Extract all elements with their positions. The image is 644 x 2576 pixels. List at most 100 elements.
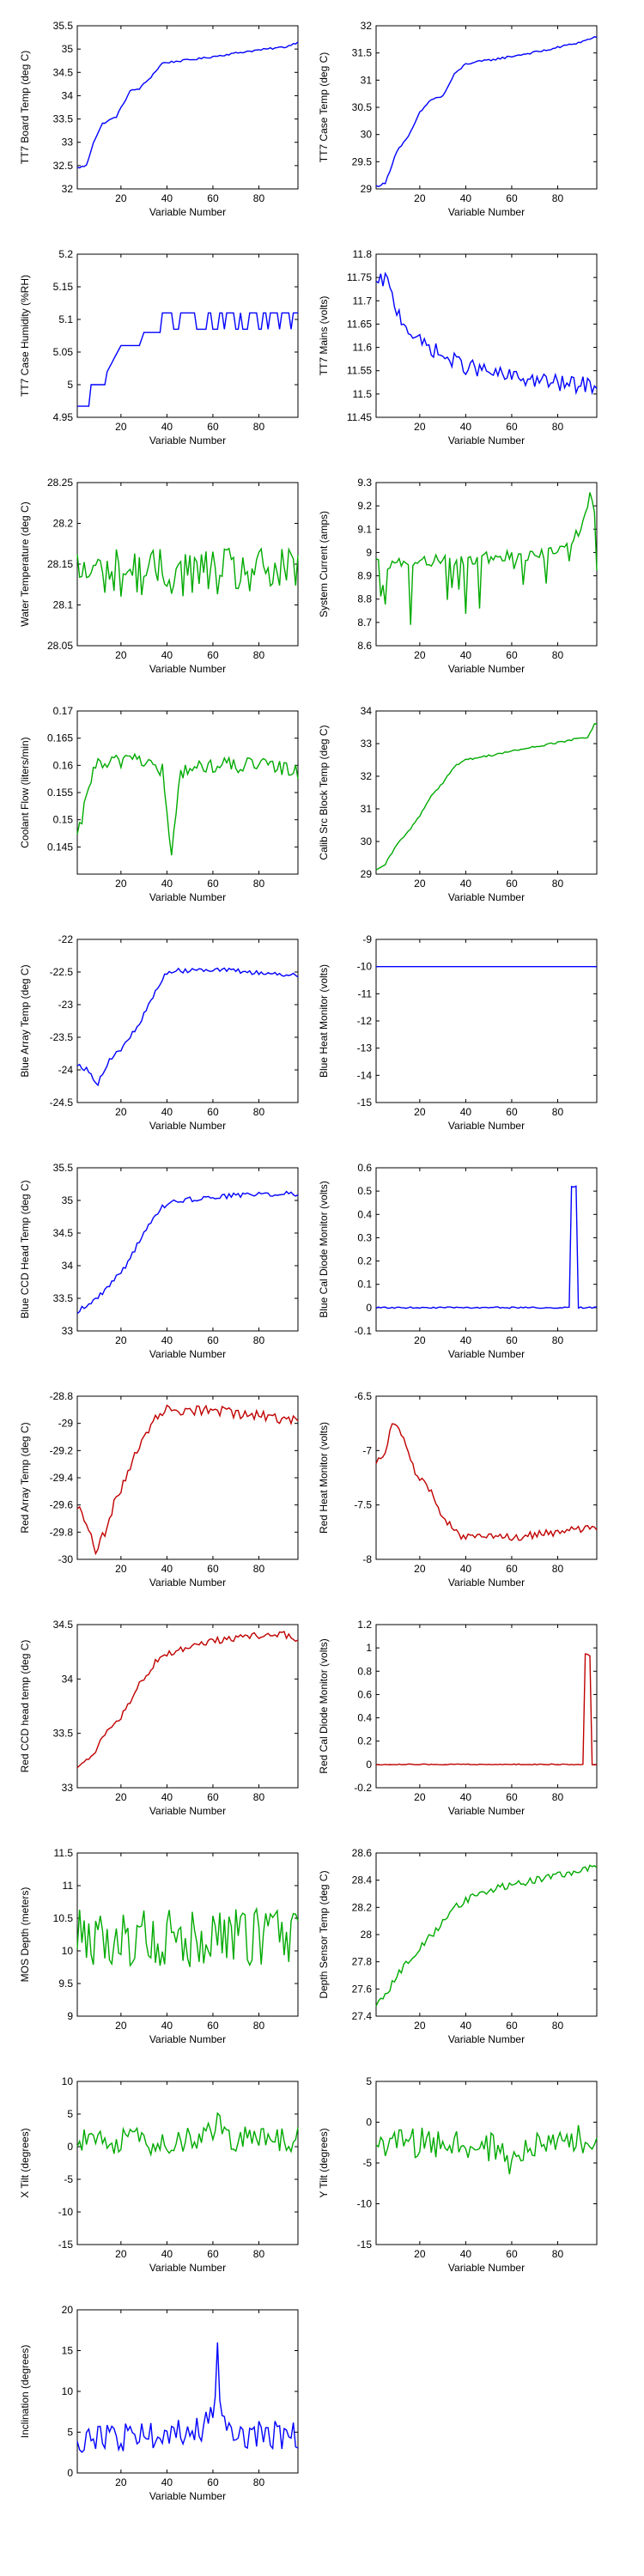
x-tick-label: 40	[460, 1791, 472, 1803]
y-tick-label: -10	[357, 961, 373, 973]
plot-frame	[76, 939, 299, 1103]
y-tick-label: 9.2	[357, 500, 372, 512]
x-tick-label: 80	[552, 1563, 564, 1575]
x-tick-label: 40	[161, 1334, 173, 1346]
y-tick-label: 1	[366, 1642, 372, 1654]
subplot-4: 20 40 60 80 11.45 11.5 11.55 11.6 11.65 11.7 11.75…	[318, 248, 598, 447]
x-tick-label: 80	[253, 2248, 265, 2260]
x-tick-label: 40	[161, 421, 173, 433]
x-axis-label: Variable Number	[448, 434, 525, 447]
x-tick-label: 60	[207, 649, 219, 661]
y-tick-label: 11.45	[347, 411, 372, 423]
y-tick-label: 0	[67, 2141, 73, 2153]
y-tick-label: 8.7	[357, 617, 372, 629]
plot-frame	[76, 2081, 299, 2245]
x-tick-label: 60	[207, 1106, 219, 1118]
y-axis-label: Blue CCD Head Temp (deg C)	[19, 1180, 31, 1318]
y-tick-label: 11.65	[347, 318, 372, 330]
y-tick-label: -28.8	[50, 1390, 74, 1402]
x-tick-label: 20	[115, 1791, 127, 1803]
x-tick-label: 20	[414, 1106, 426, 1118]
x-tick-label: 60	[207, 878, 219, 890]
series-line	[76, 1631, 299, 1769]
y-tick-label: 0.6	[357, 1162, 372, 1174]
x-axis-label: Variable Number	[149, 1805, 226, 1817]
x-tick-label: 20	[414, 1791, 426, 1803]
y-tick-label: 33	[62, 1325, 74, 1337]
x-tick-label: 80	[552, 2020, 564, 2032]
subplot-2: 20 40 60 80 29 29.5 30 30.5 31 31.5 32 Variable Num…	[318, 20, 598, 218]
y-axis-label: Red Heat Monitor (volts)	[318, 1422, 330, 1534]
y-tick-label: -11	[358, 987, 373, 999]
x-tick-label: 80	[253, 1563, 265, 1575]
subplot-16: 20 40 60 80 -0.2 0 0.2 0.4 0.6 0.8 1 1.2 Variable Nu…	[318, 1619, 598, 1817]
y-axis-label: Red Array Temp (deg C)	[19, 1422, 31, 1533]
y-tick-label: -29.6	[50, 1499, 74, 1511]
x-tick-label: 80	[552, 1791, 564, 1803]
series-line	[76, 1404, 299, 1556]
x-tick-label: 20	[115, 421, 127, 433]
y-tick-label: 11	[63, 1880, 74, 1892]
y-axis-label: Blue Cal Diode Monitor (volts)	[318, 1181, 330, 1317]
y-tick-label: 27.6	[352, 1983, 373, 1995]
x-tick-label: 20	[414, 649, 426, 661]
y-tick-label: -0.2	[354, 1782, 372, 1794]
y-tick-label: 28.6	[352, 1847, 373, 1859]
y-tick-label: 0	[366, 2117, 372, 2129]
y-tick-label: 35	[62, 1194, 74, 1206]
series-line	[375, 1653, 598, 1766]
x-tick-label: 40	[161, 2476, 173, 2488]
plot-frame	[375, 25, 598, 190]
x-tick-label: 20	[115, 2476, 127, 2488]
subplot-12: 20 40 60 80 -0.1 0 0.1 0.2 0.3 0.4 0.5 0.6 Variable …	[318, 1162, 598, 1360]
x-tick-label: 20	[414, 878, 426, 890]
x-axis-label: Variable Number	[448, 663, 525, 675]
y-tick-label: 30	[361, 129, 373, 141]
y-tick-label: 11.5	[353, 388, 373, 400]
x-tick-label: 80	[253, 1334, 265, 1346]
y-tick-label: -24.5	[50, 1097, 74, 1109]
y-axis-label: Red CCD head temp (deg C)	[19, 1640, 31, 1773]
y-tick-label: 8.6	[357, 640, 372, 652]
subplot-8: 20 40 60 80 29 30 31 32 33 34 Variable Number Calib…	[318, 705, 598, 903]
y-tick-label: 0	[67, 2467, 73, 2479]
plot-frame	[76, 482, 299, 647]
y-axis-label: Depth Sensor Temp (deg C)	[318, 1870, 330, 1998]
y-axis-label: MOS Depth (meters)	[19, 1887, 31, 1983]
subplot-7: 20 40 60 80 0.145 0.15 0.155 0.16 0.165 0.17 Varia…	[19, 705, 299, 903]
y-tick-label: -29	[58, 1418, 74, 1430]
y-tick-label: -7	[362, 1444, 372, 1456]
subplot-15: 20 40 60 80 33 33.5 34 34.5 Variable Number Red C…	[19, 1619, 299, 1817]
y-tick-label: 28.2	[53, 518, 74, 530]
y-tick-label: -29.2	[50, 1444, 74, 1456]
y-axis-label: Inclination (degrees)	[19, 2345, 31, 2439]
x-axis-label: Variable Number	[448, 891, 525, 903]
x-tick-label: 60	[207, 421, 219, 433]
y-tick-label: 35	[62, 43, 74, 55]
subplot-11: 20 40 60 80 33 33.5 34 34.5 35 35.5 Variable Numbe…	[19, 1162, 299, 1360]
x-tick-label: 20	[115, 192, 127, 204]
x-tick-label: 40	[460, 1106, 472, 1118]
y-tick-label: 11.8	[353, 248, 373, 260]
y-tick-label: 34	[62, 1673, 74, 1685]
y-tick-label: 5	[67, 2427, 73, 2439]
y-tick-label: -14	[357, 1069, 373, 1081]
y-tick-label: 27.4	[352, 2010, 373, 2022]
y-tick-label: 34.5	[53, 1619, 74, 1631]
y-axis-label: Coolant Flow (liters/min)	[19, 737, 31, 848]
x-tick-label: 80	[253, 1106, 265, 1118]
x-tick-label: 20	[115, 649, 127, 661]
y-tick-label: -29.8	[50, 1526, 74, 1538]
y-axis-label: Calib Src Block Temp (deg C)	[318, 725, 330, 860]
plot-frame	[375, 710, 598, 875]
y-tick-label: 32	[62, 183, 74, 195]
x-tick-label: 20	[414, 2020, 426, 2032]
x-tick-label: 60	[506, 1791, 518, 1803]
y-tick-label: 30.5	[352, 101, 373, 113]
y-tick-label: 0.145	[47, 841, 73, 853]
series-line	[375, 2124, 598, 2175]
y-tick-label: 28.4	[352, 1874, 373, 1886]
y-tick-label: 9.3	[357, 477, 372, 489]
y-tick-label: -9	[362, 933, 372, 945]
